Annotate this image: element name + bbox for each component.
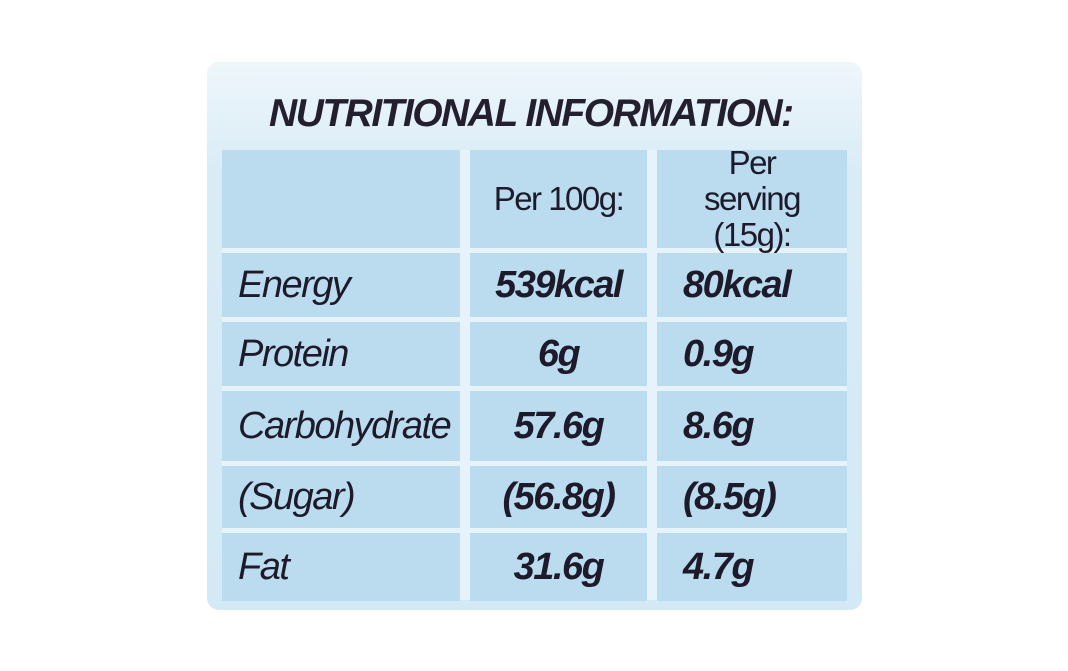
label-title: NUTRITIONAL INFORMATION: <box>269 92 794 135</box>
value-cell: 0.9g <box>657 322 847 386</box>
nutrition-label: NUTRITIONAL INFORMATION: Per 100g: Per s… <box>207 62 862 610</box>
row-label: Protein <box>222 322 460 386</box>
value-cell: 57.6g <box>470 391 647 461</box>
value-cell: (8.5g) <box>657 466 847 528</box>
header-cell: Per serving (15g): <box>657 145 847 253</box>
value-cell: 539kcal <box>470 253 647 317</box>
value-cell: 8.6g <box>657 391 847 461</box>
value-cell: (56.8g) <box>470 466 647 528</box>
row-label: Energy <box>222 253 460 317</box>
header-cell-empty <box>222 150 460 248</box>
value-cell: 6g <box>470 322 647 386</box>
row-label: Fat <box>222 533 460 601</box>
header-cell: Per 100g: <box>470 150 647 248</box>
row-label: Carbohydrate <box>222 391 460 461</box>
value-cell: 80kcal <box>657 253 847 317</box>
value-cell: 4.7g <box>657 533 847 601</box>
nutrition-table: Per 100g: Per serving (15g): Energy 539kc… <box>222 145 847 601</box>
row-label: (Sugar) <box>222 466 460 528</box>
value-cell: 31.6g <box>470 533 647 601</box>
